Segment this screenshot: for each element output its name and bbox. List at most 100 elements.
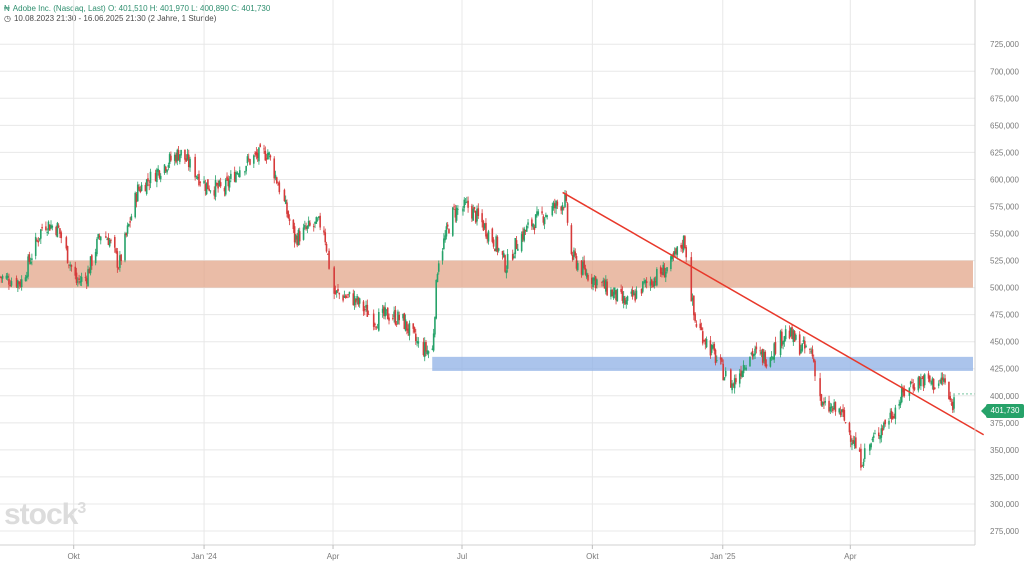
candle-body	[28, 254, 31, 263]
candle-body	[652, 284, 654, 288]
candle-body	[50, 224, 52, 229]
candle-body	[224, 179, 227, 195]
candle-body	[437, 263, 440, 272]
candle-body	[18, 281, 20, 285]
candle-body	[209, 190, 212, 192]
candle-body	[474, 210, 477, 223]
candle-body	[203, 180, 205, 184]
candle-body	[17, 280, 19, 288]
candle-body	[912, 384, 915, 389]
candle-body	[920, 378, 922, 387]
candle-body	[491, 228, 494, 242]
candle-body	[659, 267, 662, 274]
candle-body	[602, 280, 605, 283]
candle-body	[403, 313, 406, 329]
candle-body	[91, 255, 93, 266]
candle-body	[789, 327, 792, 337]
candle-body	[325, 243, 328, 252]
candle-body	[414, 333, 417, 342]
candle-body	[302, 227, 305, 240]
candle-body	[934, 387, 936, 389]
candle-body	[319, 215, 321, 228]
candle-body	[97, 234, 100, 239]
candle-body	[580, 260, 583, 275]
candle-body	[393, 311, 395, 318]
candle-body	[649, 281, 652, 286]
candle-body	[124, 233, 126, 261]
candle-body	[84, 277, 87, 278]
candle-body	[96, 239, 98, 255]
candle-body	[323, 230, 325, 233]
candle-body	[158, 170, 161, 178]
candle-body	[106, 239, 108, 241]
candle-body	[218, 180, 221, 186]
candle-body	[556, 201, 559, 206]
candle-body	[710, 344, 713, 353]
candle-body	[307, 220, 310, 227]
candle-body	[326, 253, 329, 255]
candle-body	[356, 296, 358, 301]
candle-body	[177, 150, 180, 161]
candle-body	[662, 264, 665, 275]
candle-body	[199, 182, 202, 184]
candle-body	[189, 158, 191, 168]
candle-body	[337, 288, 339, 292]
candle-body	[417, 341, 420, 344]
candle-body	[654, 281, 657, 283]
candle-body	[928, 375, 931, 382]
candle-body	[721, 358, 723, 362]
candle-body	[48, 224, 51, 231]
candle-body	[570, 225, 573, 255]
candle-body	[855, 437, 857, 449]
candle-body	[0, 276, 1, 278]
candle-body	[722, 363, 724, 381]
x-tick-label: Apr	[844, 552, 857, 561]
candle-body	[423, 342, 426, 358]
candle-body	[99, 236, 102, 241]
candle-body	[41, 226, 43, 229]
candle-body	[128, 223, 130, 227]
candle-body	[953, 397, 955, 409]
candle-body	[612, 291, 615, 299]
candle-body	[228, 180, 231, 188]
candle-body	[701, 331, 704, 344]
candle-body	[108, 239, 111, 247]
candle-body	[774, 342, 777, 354]
candle-body	[863, 448, 866, 460]
candle-body	[892, 416, 894, 419]
candle-body	[27, 256, 29, 277]
candle-body	[173, 154, 176, 161]
candle-body	[219, 182, 222, 187]
candle-body	[256, 153, 259, 159]
candle-body	[643, 281, 645, 283]
candle-body	[34, 236, 37, 256]
candle-body	[773, 343, 775, 360]
candle-body	[531, 219, 533, 227]
candle-body	[436, 274, 439, 282]
candle-body	[455, 207, 458, 221]
candle-body	[900, 388, 903, 403]
candle-body	[265, 158, 268, 160]
stock3-logo: stock3	[4, 498, 86, 532]
candle-body	[605, 279, 607, 292]
candle-body	[483, 223, 486, 229]
candle-body	[834, 401, 837, 412]
candle-body	[388, 317, 390, 321]
candle-body	[20, 279, 23, 288]
candle-body	[591, 277, 593, 284]
candle-body	[394, 309, 397, 325]
candle-body	[148, 184, 151, 186]
candle-body	[398, 314, 401, 321]
candle-body	[852, 440, 855, 444]
candle-body	[107, 237, 110, 245]
candle-body	[724, 370, 727, 377]
candle-body	[381, 308, 384, 313]
candle-body	[287, 211, 290, 219]
candle-body	[930, 382, 932, 384]
candle-body	[315, 217, 318, 224]
candle-body	[939, 380, 941, 382]
candle-body	[482, 221, 485, 231]
candle-body	[621, 291, 624, 301]
candle-body	[328, 250, 330, 269]
